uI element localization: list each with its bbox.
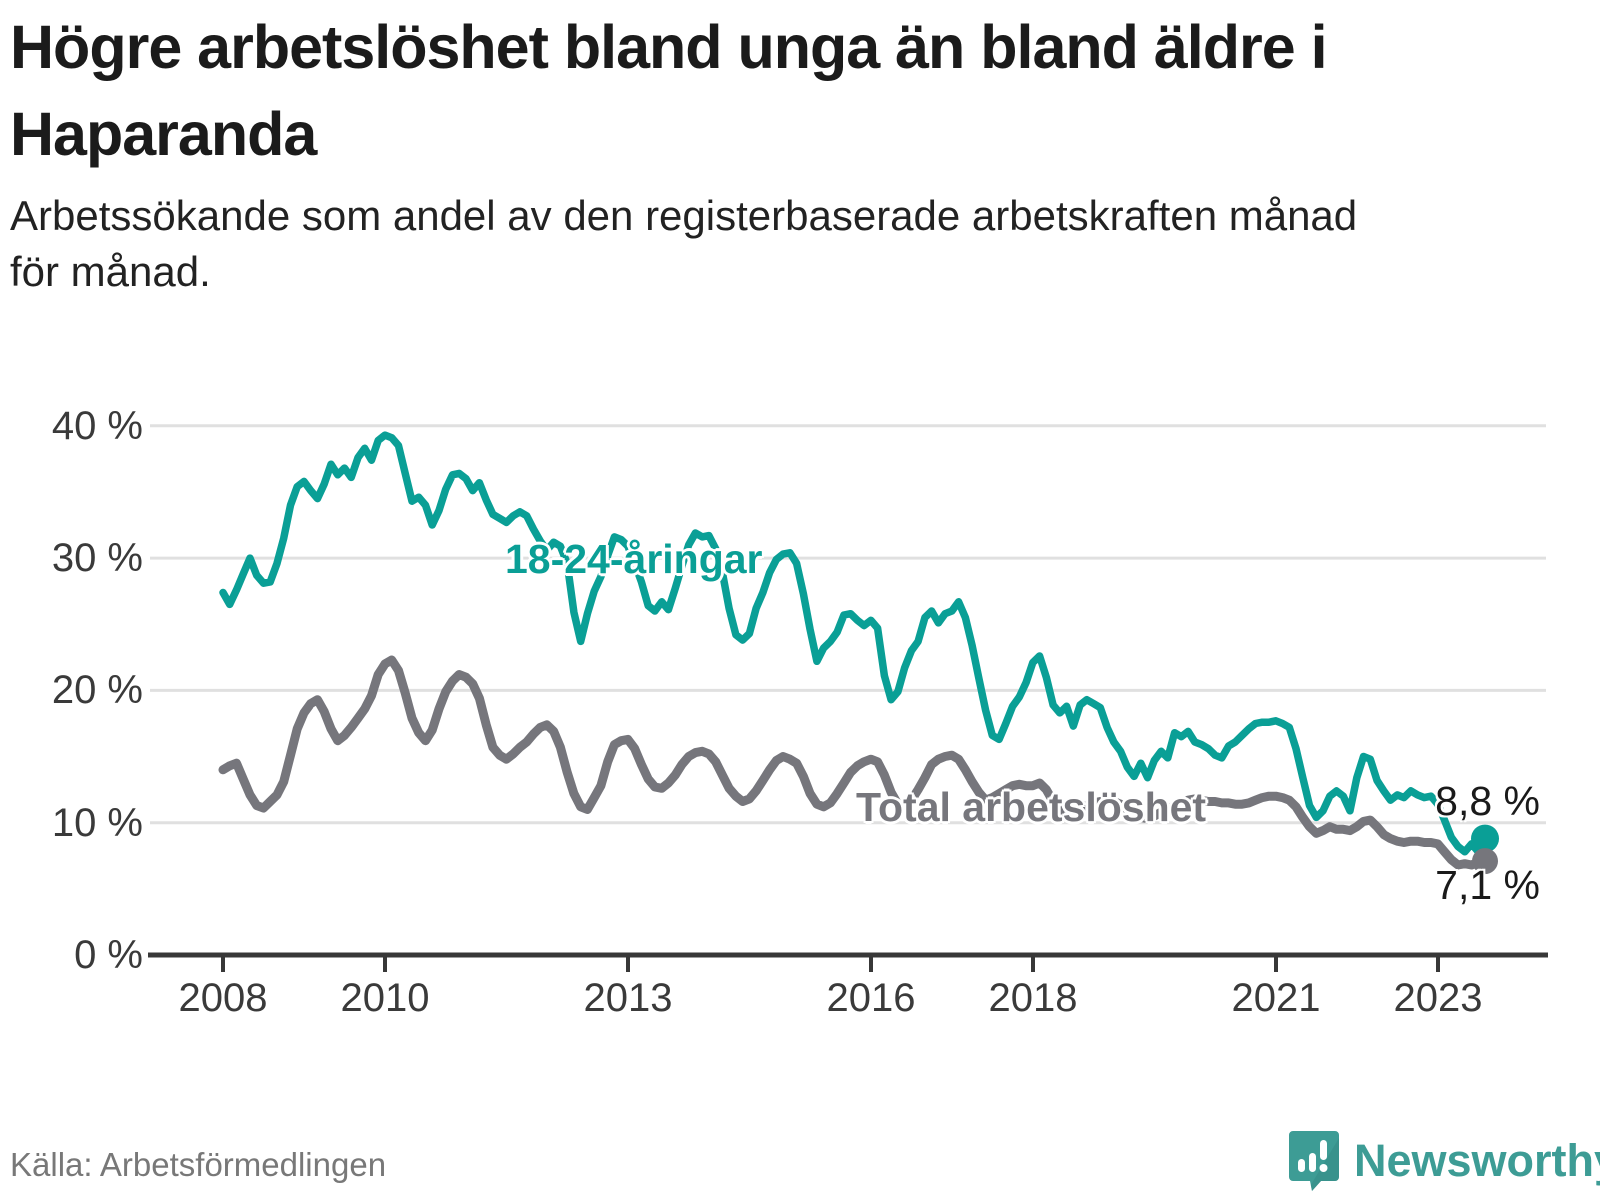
series-label-total: Total arbetslöshet xyxy=(856,784,1207,830)
page-subtitle: Arbetssökande som andel av den registerb… xyxy=(10,192,1358,295)
end-value-label-total: 7,1 % xyxy=(1435,862,1540,908)
newsworthy-logo: Newsworthy xyxy=(1288,1130,1600,1192)
x-axis-tick-label: 2010 xyxy=(340,976,430,1020)
newsworthy-logo-icon xyxy=(1288,1130,1340,1192)
series-end-dot-young xyxy=(1471,824,1499,853)
series-line-total xyxy=(218,655,1490,870)
series-label-young: 18-24-åringar xyxy=(505,536,763,582)
x-axis-tick-label: 2016 xyxy=(826,976,916,1020)
x-axis-tick-label: 2018 xyxy=(988,976,1078,1020)
x-axis-tick-label: 2008 xyxy=(178,976,268,1020)
source-note: Källa: Arbetsförmedlingen xyxy=(10,1146,387,1183)
x-axis-tick-label: 2013 xyxy=(583,976,673,1020)
page-title: Högre arbetslöshet bland unga än bland ä… xyxy=(10,13,1328,168)
y-axis-tick-label: 40 % xyxy=(51,403,143,448)
x-axis-tick-label: 2023 xyxy=(1393,976,1483,1020)
y-axis-tick-label: 30 % xyxy=(51,536,143,581)
end-value-label-young: 8,8 % xyxy=(1435,778,1540,824)
series-line-young xyxy=(219,431,1489,856)
y-axis-tick-label: 20 % xyxy=(51,668,143,713)
y-axis-tick-label: 0 % xyxy=(74,933,143,977)
newsworthy-wordmark: Newsworthy xyxy=(1354,1135,1600,1186)
y-axis-tick-label: 10 % xyxy=(51,800,143,845)
series-end-dot-total xyxy=(1472,848,1498,875)
x-axis-tick-label: 2021 xyxy=(1231,976,1321,1020)
